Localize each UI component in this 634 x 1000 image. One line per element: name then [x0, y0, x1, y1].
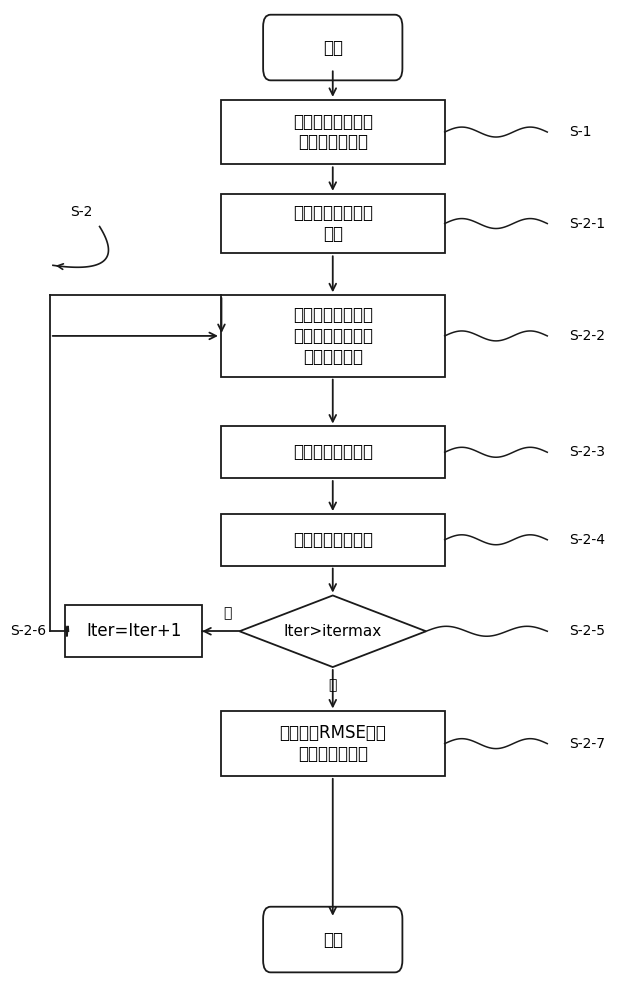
Bar: [221, 194, 444, 253]
Text: 是: 是: [328, 678, 337, 692]
Text: S-2-7: S-2-7: [569, 737, 605, 751]
Text: 计算每只蜂蜂的目
标函数值，区分采
蜂蜂和跟随蜂: 计算每只蜂蜂的目 标函数值，区分采 蜂蜂和跟随蜂: [293, 306, 373, 366]
FancyBboxPatch shape: [263, 15, 403, 80]
Text: S-2-1: S-2-1: [569, 217, 605, 231]
Text: Iter>itermax: Iter>itermax: [283, 624, 382, 639]
Text: 更新跟随蜂的位置: 更新跟随蜂的位置: [293, 443, 373, 461]
Text: S-2-3: S-2-3: [569, 445, 605, 459]
Text: S-2-6: S-2-6: [11, 624, 47, 638]
Text: 结束: 结束: [323, 931, 343, 949]
Text: 构建光伏电池单二
极管四参数模型: 构建光伏电池单二 极管四参数模型: [293, 113, 373, 151]
Bar: [65, 605, 202, 657]
Text: S-2-2: S-2-2: [569, 329, 605, 343]
Text: S-1: S-1: [569, 125, 592, 139]
Text: S-2-4: S-2-4: [569, 533, 605, 547]
Text: Iter=Iter+1: Iter=Iter+1: [86, 622, 181, 640]
Bar: [221, 295, 444, 377]
Bar: [221, 711, 444, 776]
Text: 更新采蜂蜂的位置: 更新采蜂蜂的位置: [293, 531, 373, 549]
Bar: [221, 514, 444, 566]
Bar: [221, 426, 444, 478]
Text: 否: 否: [223, 606, 231, 620]
Text: 对每只蜂蜂进行初
始化: 对每只蜂蜂进行初 始化: [293, 204, 373, 243]
Text: 把所求得RMSE的最
小值作为最优解: 把所求得RMSE的最 小值作为最优解: [280, 724, 386, 763]
Bar: [221, 100, 444, 164]
Polygon shape: [240, 595, 426, 667]
Text: S-2-5: S-2-5: [569, 624, 605, 638]
Text: 开始: 开始: [323, 39, 343, 57]
Text: S-2: S-2: [70, 205, 92, 219]
FancyBboxPatch shape: [263, 907, 403, 972]
